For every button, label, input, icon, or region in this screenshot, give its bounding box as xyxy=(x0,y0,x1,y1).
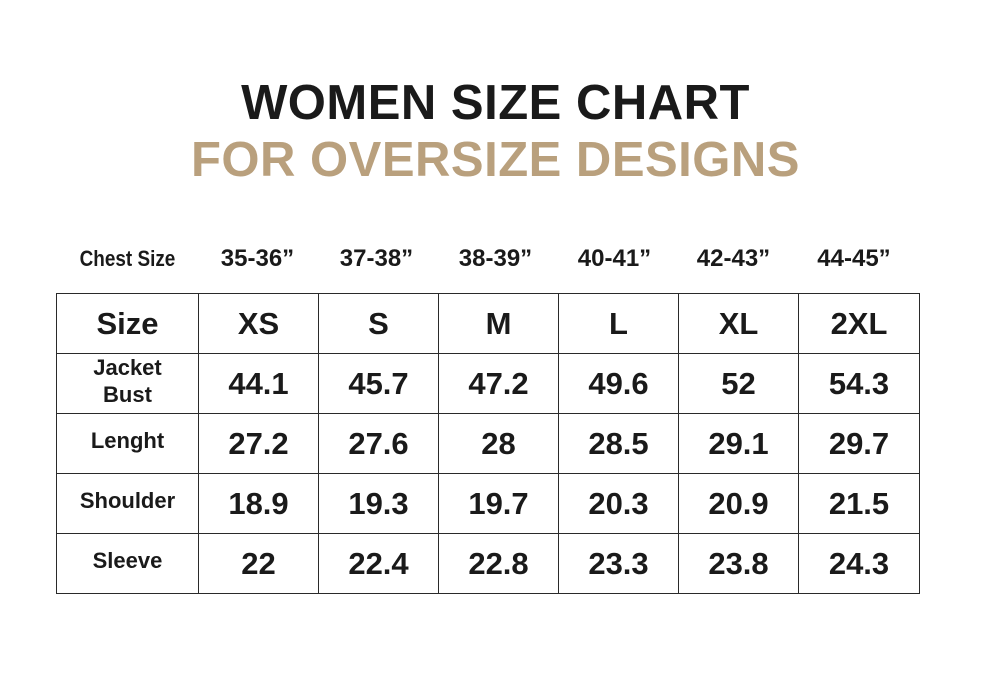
table-cell: 22.4 xyxy=(318,533,439,594)
size-header-cell: S xyxy=(318,293,439,354)
row-label-line: Jacket xyxy=(93,354,162,380)
row-label-stack: Jacket Bust xyxy=(93,354,162,408)
size-header-cell: 2XL xyxy=(798,293,920,354)
table-row: Jacket Bust 44.1 45.7 47.2 49.6 52 54.3 xyxy=(56,353,920,414)
page-subtitle: FOR OVERSIZE DESIGNS xyxy=(191,133,800,187)
row-label-text: Lenght xyxy=(90,428,165,453)
table-cell: 22 xyxy=(198,533,319,594)
table-cell: 20.9 xyxy=(678,473,799,534)
table-cell: 28.5 xyxy=(558,413,679,474)
table-cell: 29.1 xyxy=(678,413,799,474)
row-label-shoulder: Shoulder xyxy=(56,473,199,534)
chest-size-label: Chest Size xyxy=(79,246,176,271)
table-cell: 19.3 xyxy=(318,473,439,534)
size-header-cell: XS xyxy=(198,293,319,354)
chest-size-value: 42-43” xyxy=(696,245,771,272)
row-label-length: Lenght xyxy=(56,413,199,474)
table-cell: 29.7 xyxy=(798,413,920,474)
table-cell: 28 xyxy=(438,413,559,474)
size-header-label: Size xyxy=(56,293,199,354)
table-row: Lenght 27.2 27.6 28 28.5 29.1 29.7 xyxy=(56,413,920,474)
table-cell: 27.2 xyxy=(198,413,319,474)
chest-size-value: 37-38” xyxy=(339,245,414,272)
table-cell: 52 xyxy=(678,353,799,414)
table-row: Shoulder 18.9 19.3 19.7 20.3 20.9 21.5 xyxy=(56,473,920,534)
table-cell: 23.3 xyxy=(558,533,679,594)
title-block: WOMEN SIZE CHART FOR OVERSIZE DESIGNS xyxy=(0,74,991,188)
row-label-text: Sleeve xyxy=(92,548,163,573)
size-table: Size XS S M L XL 2XL Jacket Bust 44.1 45… xyxy=(56,293,920,594)
size-header-row: Size XS S M L XL 2XL xyxy=(56,293,920,354)
chest-size-value: 35-36” xyxy=(220,245,295,272)
table-cell: 45.7 xyxy=(318,353,439,414)
chest-size-value: 40-41” xyxy=(577,245,652,272)
row-label-line: Bust xyxy=(103,381,152,407)
table-cell: 18.9 xyxy=(198,473,319,534)
table-cell: 27.6 xyxy=(318,413,439,474)
table-cell: 54.3 xyxy=(798,353,920,414)
table-row: Sleeve 22 22.4 22.8 23.3 23.8 24.3 xyxy=(56,533,920,594)
size-header-cell: XL xyxy=(678,293,799,354)
table-cell: 21.5 xyxy=(798,473,920,534)
table-cell: 20.3 xyxy=(558,473,679,534)
size-header-cell: L xyxy=(558,293,679,354)
table-cell: 49.6 xyxy=(558,353,679,414)
chest-size-row: Chest Size 35-36” 37-38” 38-39” 40-41” 4… xyxy=(57,244,915,274)
row-label-jacket-bust: Jacket Bust xyxy=(56,353,199,414)
row-label-text: Shoulder xyxy=(79,488,176,513)
table-cell: 22.8 xyxy=(438,533,559,594)
table-cell: 19.7 xyxy=(438,473,559,534)
size-header-cell: M xyxy=(438,293,559,354)
chest-size-value: 38-39” xyxy=(458,245,533,272)
chest-size-value: 44-45” xyxy=(817,245,891,272)
table-cell: 23.8 xyxy=(678,533,799,594)
row-label-sleeve: Sleeve xyxy=(56,533,199,594)
table-cell: 24.3 xyxy=(798,533,920,594)
page-title: WOMEN SIZE CHART xyxy=(241,76,750,130)
table-cell: 47.2 xyxy=(438,353,559,414)
table-cell: 44.1 xyxy=(198,353,319,414)
